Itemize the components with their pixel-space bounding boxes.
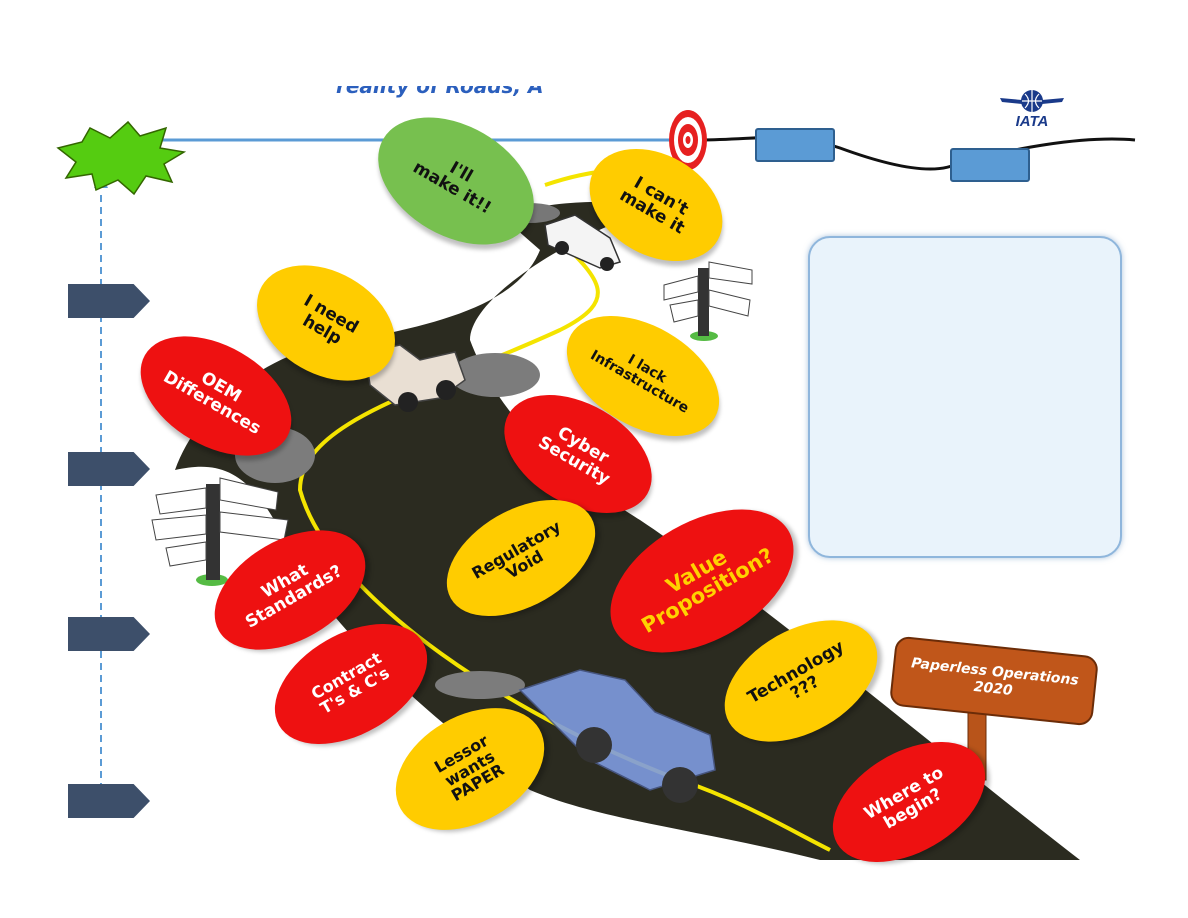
signpost-icon bbox=[663, 261, 753, 341]
logo-text: IATA bbox=[1015, 113, 1049, 130]
bubble-text: Where to begin? bbox=[860, 762, 948, 834]
gravel-pile bbox=[450, 353, 540, 397]
stage-arrow bbox=[68, 452, 150, 486]
bubble-text: I lack Infrastructure bbox=[587, 347, 692, 417]
stage-arrow bbox=[68, 617, 150, 651]
bubble-text: Cyber Security bbox=[534, 422, 614, 490]
bubble-text: Technology ??? bbox=[744, 636, 848, 709]
bubble-text: What Standards? bbox=[242, 560, 346, 633]
stage-arrow bbox=[68, 284, 150, 318]
timeline-box bbox=[755, 128, 835, 162]
bubble-text: I need help bbox=[298, 290, 362, 349]
bubble-text: OEM Differences bbox=[159, 367, 265, 439]
stage-arrow bbox=[68, 784, 150, 818]
target-icon bbox=[669, 110, 707, 170]
bubble-text: I can't make it bbox=[616, 173, 692, 239]
bubble-text: Lessor wants PAPER bbox=[430, 730, 508, 806]
iata-logo: IATA bbox=[998, 88, 1066, 130]
white-car-icon bbox=[544, 214, 622, 271]
bubble-text: Contract T's & C's bbox=[308, 648, 393, 718]
globe-wings-icon bbox=[1000, 90, 1064, 112]
slide-title: reality of Roads, A bbox=[336, 86, 544, 98]
blue-car-icon bbox=[518, 669, 716, 803]
gravel-pile bbox=[435, 671, 525, 699]
timeline-box bbox=[950, 148, 1030, 182]
destination-sign-text: Paperless Operations 2020 bbox=[910, 654, 1080, 699]
starburst-icon bbox=[56, 120, 187, 196]
bubble-text: Regulatory Void bbox=[468, 516, 565, 583]
info-box bbox=[808, 236, 1122, 558]
signpost-icon bbox=[151, 477, 289, 586]
bubble-text: I'll make it!! bbox=[409, 157, 495, 219]
